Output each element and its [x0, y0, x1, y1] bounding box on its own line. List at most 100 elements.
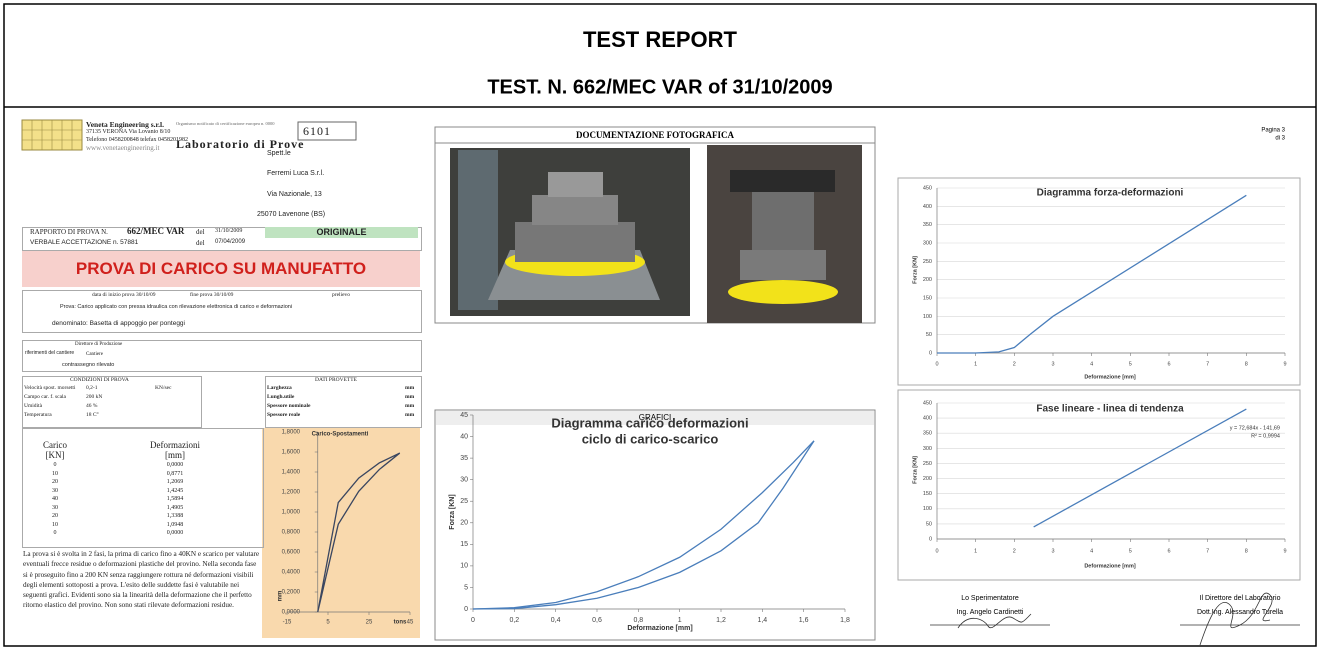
y-axis-label: Forza [KN] [449, 494, 456, 529]
signature-name: Ing. Angelo Cardinetti [957, 609, 1024, 616]
equation: y = 72,684x - 141,69 [1230, 425, 1280, 431]
condition-cell: Umidità [24, 403, 42, 409]
x-tick-label: 1 [974, 548, 977, 554]
x-tick-label: 0,4 [551, 617, 561, 624]
table-cell: 1,0948 [135, 522, 215, 528]
table-header: Carico [15, 440, 95, 450]
y-tick-label: 200 [923, 476, 932, 482]
x-axis-label: Deformazione [mm] [627, 625, 692, 632]
x-tick-label: 5 [1129, 548, 1132, 554]
photo-part [532, 195, 618, 225]
address: 37135 VERONA Via Lovanio 8/10 [86, 129, 170, 135]
site-row: contrassegno rilevato [62, 362, 114, 368]
chart-title: Diagramma forza-deformazioni [1037, 188, 1184, 199]
acceptance: VERBALE ACCETTAZIONE n. 57881 [30, 239, 138, 246]
condition-cell: 46 % [86, 403, 97, 409]
subtitle: TEST. N. 662/MEC VAR of 31/10/2009 [487, 76, 832, 98]
x-tick-label: 1,6 [799, 617, 809, 624]
table-cell: 1,3388 [135, 513, 215, 519]
table-cell: 20 [15, 513, 95, 519]
y-tick-label: 250 [923, 461, 932, 467]
signature-name: Dott.Ing. Alessandro Turella [1197, 609, 1283, 616]
y-tick-label: 0,0000 [282, 610, 301, 616]
site-label: riferimenti del cantiere [25, 350, 74, 356]
conditions-title: CONDIZIONI DI PROVA [70, 377, 129, 383]
y-tick-label: 50 [926, 521, 932, 527]
y-tick-label: 400 [923, 204, 932, 210]
y-tick-label: 25 [460, 498, 468, 505]
table-cell: 10 [15, 522, 95, 528]
conditions-box [22, 376, 202, 428]
y-tick-label: 1,4000 [282, 470, 301, 476]
page-of: di 3 [1275, 136, 1285, 142]
y-tick-label: 30 [460, 477, 468, 484]
photo-part [728, 280, 838, 304]
y-axis-label: Forza [KN] [912, 256, 918, 284]
specimen-cell: mm [405, 394, 414, 400]
x-tick-label: 0,8 [633, 617, 643, 624]
note: La prova si è svolta in 2 fasi, la prima… [23, 549, 261, 611]
recipient: Spett.le [267, 150, 291, 157]
specimen-cell: Spessore nominale [267, 403, 310, 409]
x-tick-label: 7 [1206, 361, 1209, 367]
condition-cell: 18 C° [86, 412, 99, 418]
photo-part [515, 222, 635, 262]
x-tick-label: 8 [1245, 361, 1248, 367]
y-tick-label: 40 [460, 433, 468, 440]
x-tick-label: 1,8 [840, 617, 850, 624]
condition-cell: 0,2-1 [86, 385, 97, 391]
y-tick-label: 20 [460, 520, 468, 527]
condition-cell: 200 kN [86, 394, 102, 400]
y-tick-label: 5 [464, 584, 468, 591]
table-header: [KN] [15, 450, 95, 460]
specimen-cell: Larghezza [267, 385, 292, 391]
y-tick-label: 0,2000 [282, 590, 301, 596]
y-tick-label: 450 [923, 400, 932, 406]
del: del [196, 239, 205, 247]
table-cell: 0 [15, 462, 95, 468]
y-tick-label: 0 [929, 536, 932, 542]
x-tick-label: 6 [1167, 548, 1170, 554]
table-header: [mm] [135, 450, 215, 460]
y-tick-label: 300 [923, 240, 932, 246]
y-tick-label: 0 [464, 606, 468, 613]
x-tick-label: 25 [366, 620, 373, 626]
table-cell: 0,0000 [135, 530, 215, 536]
x-tick-label: 4 [1090, 361, 1093, 367]
series-line [473, 441, 814, 609]
chart-frame [898, 390, 1300, 580]
accreditation: Organismo notificato di certificazione e… [176, 121, 275, 126]
del: del [196, 228, 205, 236]
y-tick-label: 15 [460, 541, 468, 548]
table-header: Deformazioni [135, 440, 215, 450]
y-tick-label: 200 [923, 277, 932, 283]
x-tick-label: 1 [678, 617, 682, 624]
y-tick-label: 350 [923, 431, 932, 437]
specimen-cell: mm [405, 403, 414, 409]
y-tick-label: 450 [923, 185, 932, 191]
photo-title: DOCUMENTAZIONE FOTOGRAFICA [576, 130, 734, 140]
web: www.venetaengineering.it [86, 144, 159, 152]
y-tick-label: 300 [923, 446, 932, 452]
photo-part [730, 170, 835, 192]
x-tick-label: 6 [1167, 361, 1170, 367]
x-tick-label: 2 [1013, 548, 1016, 554]
y-tick-label: 400 [923, 416, 932, 422]
x-tick-label: 3 [1051, 548, 1054, 554]
y-tick-label: 1,2000 [282, 490, 301, 496]
photo-part [548, 172, 603, 197]
report-date: 31/10/2009 [215, 228, 242, 234]
x-tick-label: 0,6 [592, 617, 602, 624]
site-row: Direttore di Produzione [75, 342, 122, 347]
table-cell: 0 [15, 530, 95, 536]
specimen-cell: mm [405, 385, 414, 391]
y-tick-label: 50 [926, 332, 932, 338]
x-tick-label: 3 [1051, 361, 1054, 367]
specimen-box [265, 376, 422, 428]
phone: Telefono 0458200848 telefax 0458201982 [86, 137, 188, 143]
y-axis-label: mm [278, 591, 284, 602]
status: ORIGINALE [265, 227, 418, 238]
x-tick-label: 0,2 [509, 617, 519, 624]
condition-cell: Temperatura [24, 412, 52, 418]
series-line [937, 195, 1246, 353]
